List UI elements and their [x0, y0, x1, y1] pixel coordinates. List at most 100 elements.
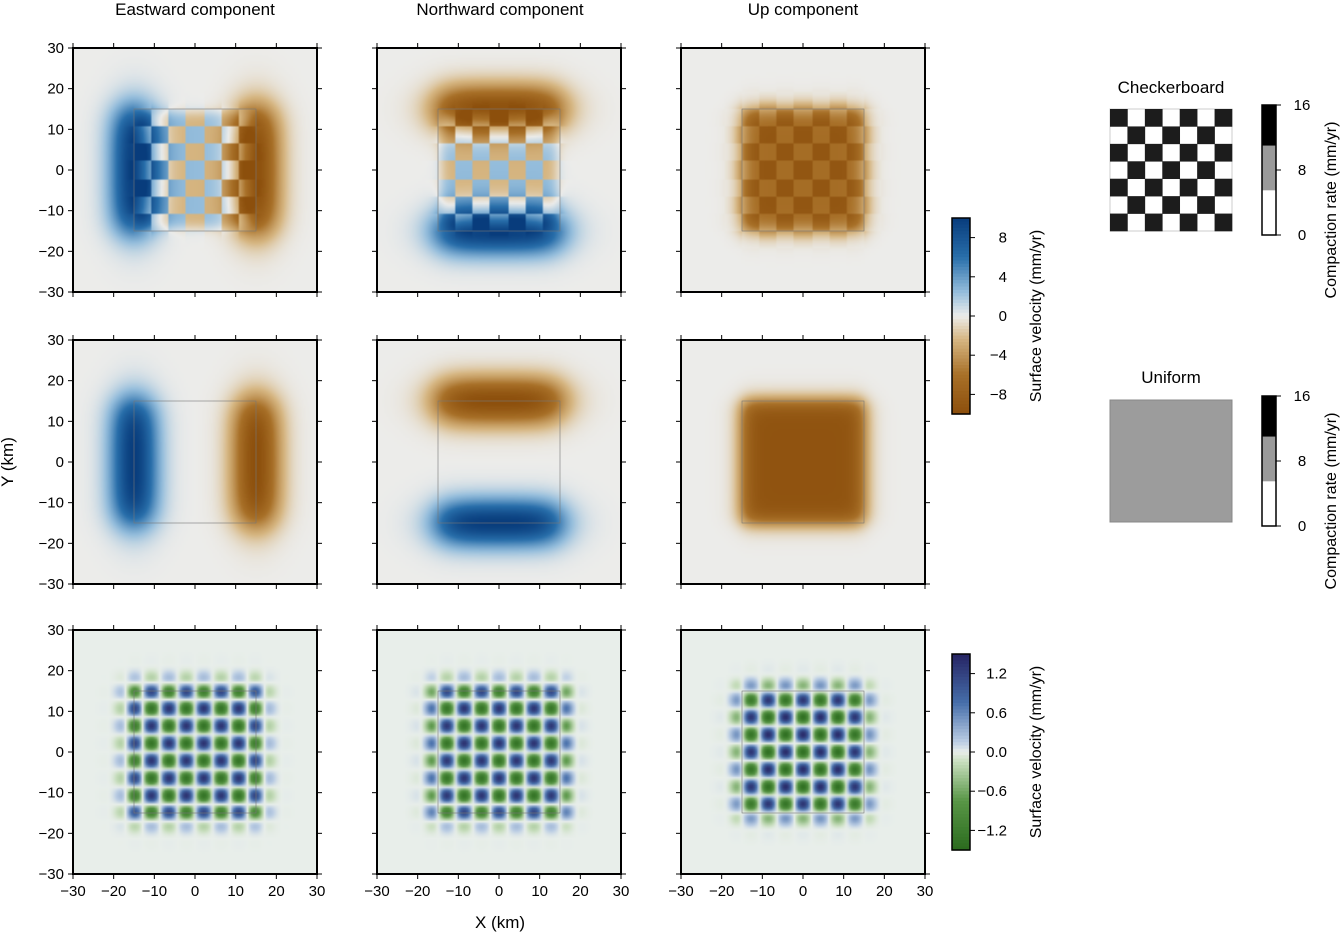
colorbar-segment	[952, 286, 970, 291]
panel-uniform-north	[372, 335, 626, 589]
x-tick-label: −10	[446, 883, 471, 900]
y-tick-label: −30	[39, 576, 64, 593]
checker-cell	[1197, 161, 1215, 180]
compaction-colorbar: 16 8 0 Compaction rate (mm/yr)	[1261, 97, 1340, 299]
colorbar-segment	[952, 351, 970, 356]
colorbar-label: Surface velocity (mm/yr)	[1028, 230, 1045, 402]
colorbar-segment	[952, 247, 970, 252]
colorbar-tick-label: 8	[999, 230, 1007, 247]
colorbar-segment	[952, 784, 970, 789]
colorbar-tick-label: 4	[999, 269, 1007, 286]
model-title: Checkerboard	[1118, 78, 1225, 97]
compaction-label: Compaction rate (mm/yr)	[1323, 122, 1340, 299]
checker-cell	[1110, 109, 1128, 127]
uniform-field	[1109, 399, 1233, 523]
colorbar-tick-label: 0	[999, 308, 1007, 325]
y-axis-label: Y (km)	[0, 437, 17, 487]
colorbar-segment	[952, 329, 970, 333]
checker-cell	[1162, 196, 1181, 214]
colorbar-segment	[952, 830, 970, 835]
compaction-label: Compaction rate (mm/yr)	[1323, 413, 1340, 590]
colorbar-segment	[952, 257, 970, 262]
checker-cell	[1144, 109, 1163, 127]
colorbar-tick-label: −1.2	[977, 822, 1007, 839]
colorbar-segment	[952, 804, 970, 809]
colorbar-segment	[952, 240, 970, 245]
colorbar-segment	[952, 765, 970, 769]
colorbar-segment	[952, 787, 970, 792]
colorbar-segment	[952, 794, 970, 799]
x-tick-label: 0	[799, 883, 807, 900]
compaction-segment	[1262, 105, 1276, 146]
colorbar-segment	[952, 693, 970, 698]
checker-cell	[1214, 143, 1233, 162]
y-tick-label: −20	[39, 243, 64, 260]
colorbar-segment	[952, 709, 970, 714]
colorbar-segment	[952, 703, 970, 707]
colorbar-segment	[952, 227, 970, 232]
colorbar-segment	[952, 768, 970, 773]
colorbar-segment	[952, 355, 970, 360]
colorbar-segment	[952, 280, 970, 284]
panel-checkerboard-east: −30 −20 −10 0 10 20 30	[39, 40, 322, 301]
colorbar-velocity: 8 4 0 −4 −8 Surface velocity (mm/yr)	[951, 217, 1045, 415]
checker-cell	[1110, 178, 1128, 197]
x-tick-label: 20	[876, 883, 893, 900]
colorbar-segment	[952, 719, 970, 724]
colorbar-segment	[952, 260, 970, 265]
checker-cell	[1162, 126, 1181, 145]
colorbar-segment	[952, 244, 970, 248]
checker-cell	[1127, 196, 1146, 214]
colorbar-segment	[952, 752, 970, 756]
colorbar-segment	[952, 745, 970, 750]
checker-cell	[1179, 109, 1198, 127]
colorbar-segment	[952, 833, 970, 838]
colorbar-segment	[952, 296, 970, 301]
compaction-segment	[1262, 145, 1276, 191]
checker-cell	[1127, 126, 1146, 145]
colorbar-segment	[952, 817, 970, 822]
x-tick-label: −20	[405, 883, 430, 900]
colorbar-segment	[952, 267, 970, 271]
colorbar-segment	[952, 253, 970, 258]
panel-difference-up: −30 −20 −10 0 10 20 30	[668, 625, 933, 900]
column-title-east: Eastward component	[115, 0, 275, 19]
checker-cell	[1144, 213, 1163, 232]
compaction-tick-label: 0	[1298, 227, 1306, 244]
colorbar-segment	[952, 283, 970, 288]
checker-cell	[1127, 161, 1146, 180]
colorbar-segment	[952, 663, 970, 668]
colorbar-segment	[952, 676, 970, 681]
checker-cell	[1110, 213, 1128, 232]
x-tick-label: 30	[613, 883, 630, 900]
colorbar-segment	[952, 306, 970, 311]
source-box	[133, 108, 257, 232]
colorbar-segment	[952, 791, 970, 796]
compaction-tick-label: 16	[1294, 388, 1311, 405]
colorbar-segment	[952, 820, 970, 825]
source-box	[437, 108, 561, 232]
colorbar-segment	[952, 237, 970, 242]
x-tick-label: 10	[531, 883, 548, 900]
colorbar-segment	[952, 722, 970, 727]
y-tick-label: 30	[47, 40, 64, 57]
colorbar-segment	[952, 706, 970, 711]
y-tick-label: −20	[39, 535, 64, 552]
colorbar-segment	[952, 378, 970, 382]
checker-cell	[1197, 126, 1215, 145]
colorbar-segment	[952, 231, 970, 235]
colorbar-segment	[952, 843, 970, 848]
colorbar-segment	[952, 273, 970, 278]
compaction-tick-label: 16	[1294, 97, 1311, 114]
source-box	[437, 690, 561, 814]
checker-cell	[1214, 109, 1233, 127]
colorbar-segment	[952, 365, 970, 369]
colorbar-segment	[952, 810, 970, 815]
compaction-tick-label: 0	[1298, 518, 1306, 535]
colorbar-segment	[952, 250, 970, 255]
colorbar-segment	[952, 670, 970, 675]
colorbar-segment	[952, 836, 970, 841]
colorbar-segment	[952, 374, 970, 379]
colorbar-segment	[952, 371, 970, 376]
checker-cell	[1144, 143, 1163, 162]
